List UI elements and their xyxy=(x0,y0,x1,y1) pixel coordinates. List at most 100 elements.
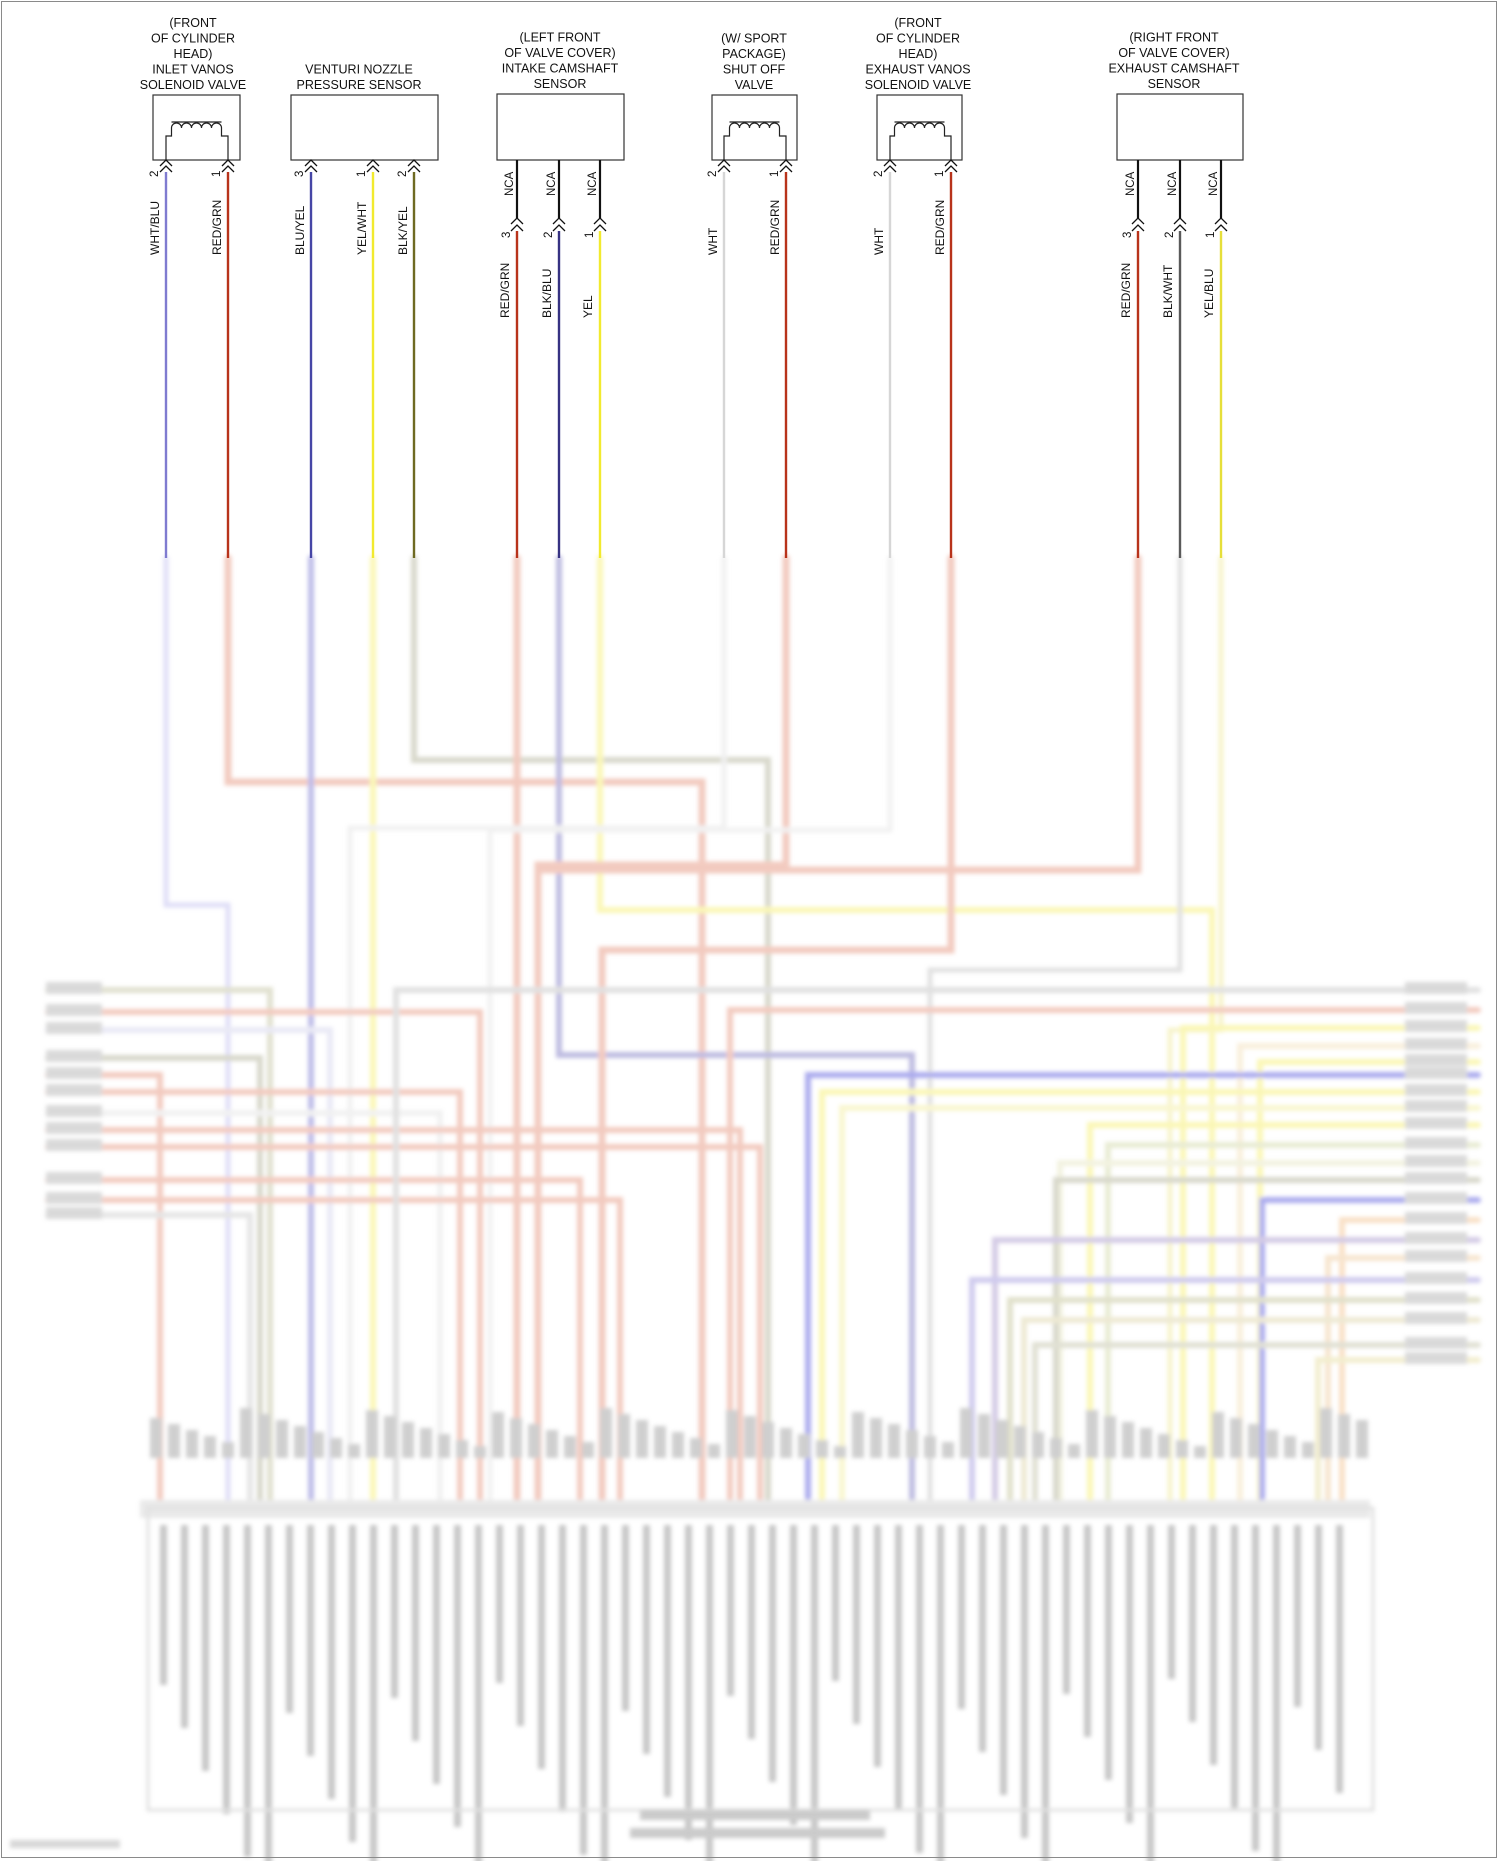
connector-chevron-icon xyxy=(407,159,421,173)
blurred-wire-path xyxy=(45,1212,253,1508)
blurred-wire-path xyxy=(411,555,771,1508)
blurred-connector-block xyxy=(420,1428,432,1458)
blurred-connector-block xyxy=(1032,1432,1044,1458)
wire-color-label: YEL/WHT xyxy=(355,201,369,255)
blurred-wire-path xyxy=(45,1144,763,1508)
blurred-connector-label xyxy=(1405,1192,1467,1204)
blurred-pin-text xyxy=(811,1525,818,1861)
blurred-connector-block xyxy=(780,1428,792,1458)
component-label-line: OF VALVE COVER) xyxy=(504,46,615,60)
blurred-connector-block xyxy=(204,1436,216,1458)
blurred-connector-block xyxy=(150,1418,162,1458)
blurred-wire-path xyxy=(45,1009,483,1508)
blurred-wire-path xyxy=(927,555,1183,1508)
blurred-connector-label xyxy=(1405,1020,1467,1032)
blurred-pin-text xyxy=(874,1525,881,1767)
blurred-wire-path xyxy=(727,1007,1481,1508)
blurred-pin-text xyxy=(748,1525,755,1739)
wire-color-label: RED/GRN xyxy=(1119,263,1133,318)
blurred-connector-block xyxy=(366,1410,378,1458)
blurred-connector-block xyxy=(1176,1440,1188,1458)
wire-color-label: WHT/BLU xyxy=(148,201,162,255)
blurred-connector-label xyxy=(1405,1100,1467,1112)
blurred-wire-path xyxy=(487,555,893,1508)
solenoid-coil-icon xyxy=(889,121,952,160)
blurred-pin-text xyxy=(454,1525,461,1827)
blurred-wire-path xyxy=(992,1237,1481,1508)
component-label-line: SHUT OFF xyxy=(723,63,786,77)
blurred-connector-block xyxy=(708,1444,720,1458)
pin-number: 2 xyxy=(149,171,161,177)
blurred-wire-path xyxy=(819,1089,1481,1508)
component-label-line: EXHAUST CAMSHAFT xyxy=(1108,62,1239,76)
blurred-connector-block xyxy=(870,1418,882,1458)
blurred-pin-text xyxy=(475,1525,482,1861)
blurred-connector-label xyxy=(1405,1155,1467,1167)
nca-label: NCA xyxy=(1208,171,1220,196)
connector-chevron-icon xyxy=(366,159,380,173)
blurred-wire-path xyxy=(556,555,915,1508)
wire-color-label: WHT xyxy=(706,227,720,255)
blurred-wire-path xyxy=(1087,1122,1481,1508)
component-box xyxy=(290,94,439,161)
connector-chevron-icon xyxy=(1173,217,1187,232)
blurred-pin-text xyxy=(706,1525,713,1861)
blurred-connector-block xyxy=(1302,1442,1314,1458)
pin-2: NCA 2 BLK/WHT xyxy=(1161,160,1187,318)
blurred-connector-label xyxy=(1405,1002,1467,1014)
component-label-line: (LEFT FRONT xyxy=(519,31,600,45)
blurred-pin-text xyxy=(1252,1525,1259,1851)
blurred-wire-path xyxy=(839,1105,1481,1508)
pin-number: 1 xyxy=(584,232,596,238)
nca-label: NCA xyxy=(546,171,558,196)
blurred-connector-label xyxy=(1405,1352,1467,1364)
blurred-connector-label xyxy=(46,1192,102,1204)
connector-chevron-icon xyxy=(221,159,235,173)
blurred-connector-label xyxy=(1405,1272,1467,1284)
blurred-connector-label xyxy=(46,1105,102,1117)
component-label-line: (W/ SPORT xyxy=(721,32,787,46)
component-label-line: OF CYLINDER xyxy=(876,32,960,46)
blurred-wire-path xyxy=(45,1089,463,1508)
blurred-connector-label xyxy=(46,982,102,994)
blurred-wire-path xyxy=(805,1072,1481,1508)
connector-chevron-icon xyxy=(552,217,566,232)
blurred-connector-block xyxy=(1086,1410,1098,1458)
blurred-connector-label xyxy=(1405,1212,1467,1224)
connector-chevron-icon xyxy=(779,159,793,173)
blurred-wire-path xyxy=(969,1277,1481,1508)
blurred-connector-block xyxy=(1320,1408,1332,1458)
blurred-connector-label xyxy=(1405,1172,1467,1184)
blurred-connector-block xyxy=(654,1426,666,1458)
pin-2: 2 WHT xyxy=(872,159,897,255)
blurred-pin-text xyxy=(181,1525,188,1728)
blurred-connector-block xyxy=(1248,1424,1260,1458)
blurred-module-title xyxy=(630,1828,885,1838)
component-label-line: INTAKE CAMSHAFT xyxy=(502,62,619,76)
blurred-pin-text xyxy=(1273,1525,1280,1861)
blurred-connector-block xyxy=(456,1440,468,1458)
pin-number: 2 xyxy=(1164,232,1176,238)
blurred-connector-label xyxy=(1405,1067,1467,1079)
blurred-connector-label xyxy=(1405,1312,1467,1324)
blurred-connector-block xyxy=(348,1444,360,1458)
pin-number: 1 xyxy=(211,171,223,177)
blurred-wire-path xyxy=(45,1177,583,1508)
blurred-pin-text xyxy=(1105,1525,1112,1780)
blurred-wire-path xyxy=(45,1055,263,1508)
blurred-connector-label xyxy=(46,1084,102,1096)
blurred-connector-block xyxy=(690,1438,702,1458)
pin-1: 1 YEL/WHT xyxy=(355,159,380,255)
blurred-pin-text xyxy=(412,1525,419,1741)
blurred-connector-block xyxy=(1158,1434,1170,1458)
blurred-pin-text xyxy=(769,1525,776,1782)
pin-number: 1 xyxy=(934,171,946,177)
blurred-pin-text xyxy=(517,1525,524,1726)
blurred-pin-text xyxy=(622,1525,629,1711)
